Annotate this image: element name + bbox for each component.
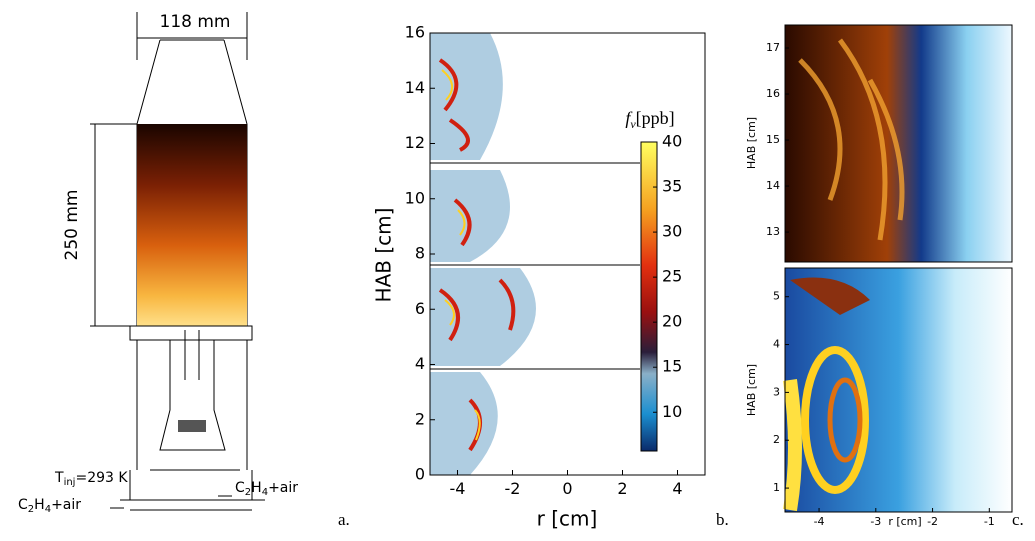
air: +air <box>268 480 298 496</box>
x-tick-label: -2 <box>505 479 521 498</box>
t-sub: inj <box>64 477 76 488</box>
s1: 2 <box>245 487 251 498</box>
colorbar <box>640 141 658 452</box>
c: C <box>235 480 245 496</box>
y-tick-label: 5 <box>773 290 780 303</box>
inlet-left: C2H4+air <box>18 497 81 515</box>
height-label: 250 mm <box>62 190 82 261</box>
y-tick-label: 8 <box>415 244 425 263</box>
x-tick-label: 2 <box>617 479 627 498</box>
y-tick-label: 4 <box>773 338 780 351</box>
inlet-arrows <box>110 495 232 509</box>
y-tick-label: 16 <box>766 87 780 100</box>
t-rest: =293 K <box>75 470 128 486</box>
s2: 4 <box>45 504 51 515</box>
burner-body <box>120 325 265 511</box>
c: C <box>18 497 28 513</box>
y-tick-label: 4 <box>415 354 425 373</box>
colorbar-tick-label: 40 <box>662 132 682 151</box>
panel-letter: c. <box>1012 510 1024 529</box>
x-tick-label: -3 <box>870 515 881 528</box>
swirler <box>178 420 206 432</box>
bottom-y-title: HAB [cm] <box>745 364 758 416</box>
top-frame <box>784 24 1013 263</box>
colorbar-title: fv[ppb] <box>625 108 674 131</box>
x-axis-title: r [cm] <box>537 507 598 531</box>
y-tick-label: 0 <box>415 465 425 484</box>
colorbar-tick-label: 30 <box>662 222 682 241</box>
temperature-label: Tinj=293 K <box>54 470 128 488</box>
width-label: 118 mm <box>160 12 231 32</box>
x-tick-label: 4 <box>672 479 682 498</box>
f: f <box>625 108 633 128</box>
x-tick-label: -1 <box>984 515 995 528</box>
colorbar-tick-label: 35 <box>662 177 682 196</box>
colorbar-tick-label: 20 <box>662 312 682 331</box>
x-tick-label: -4 <box>450 479 466 498</box>
y-tick-label: 13 <box>766 225 780 238</box>
t: T <box>54 470 64 486</box>
y-axis-title: HAB [cm] <box>372 208 396 303</box>
y-tick-label: 10 <box>405 188 425 207</box>
y-tick-label: 6 <box>415 299 425 318</box>
s2: 4 <box>262 487 268 498</box>
h: H <box>251 480 262 496</box>
burner-sketch <box>90 12 265 511</box>
inlet-right: C2H4+air <box>235 480 298 498</box>
unit: [ppb] <box>636 108 675 128</box>
colorbar-tick-label: 10 <box>662 402 682 421</box>
y-tick-label: 15 <box>766 133 780 146</box>
y-tick-label: 12 <box>405 133 425 152</box>
x-tick-label: 0 <box>562 479 572 498</box>
panel-letter: a. <box>338 510 350 529</box>
top-y-title: HAB [cm] <box>745 117 758 169</box>
air: +air <box>51 497 81 513</box>
v: v <box>630 117 636 131</box>
y-tick-label: 17 <box>766 41 780 54</box>
y-tick-label: 2 <box>773 433 780 446</box>
y-tick-label: 2 <box>415 409 425 428</box>
soot-field-b <box>430 33 705 475</box>
y-tick-label: 16 <box>405 23 425 42</box>
h: H <box>34 497 45 513</box>
colorbar-tick-label: 25 <box>662 267 682 286</box>
soot-field-c <box>783 25 1012 512</box>
panel-letter: b. <box>716 510 729 529</box>
s1: 2 <box>28 504 34 515</box>
flame-image <box>137 124 247 326</box>
y-tick-label: 3 <box>773 385 780 398</box>
x-axis-title: r [cm] <box>888 515 921 528</box>
y-tick-label: 14 <box>766 179 780 192</box>
dimension-lines <box>90 12 248 327</box>
bottom-frame <box>784 267 1013 513</box>
x-tick-label: -4 <box>814 515 825 528</box>
colorbar-tick-label: 15 <box>662 357 682 376</box>
x-tick-label: -2 <box>927 515 938 528</box>
y-tick-label: 14 <box>405 78 425 97</box>
y-tick-label: 1 <box>773 481 780 494</box>
